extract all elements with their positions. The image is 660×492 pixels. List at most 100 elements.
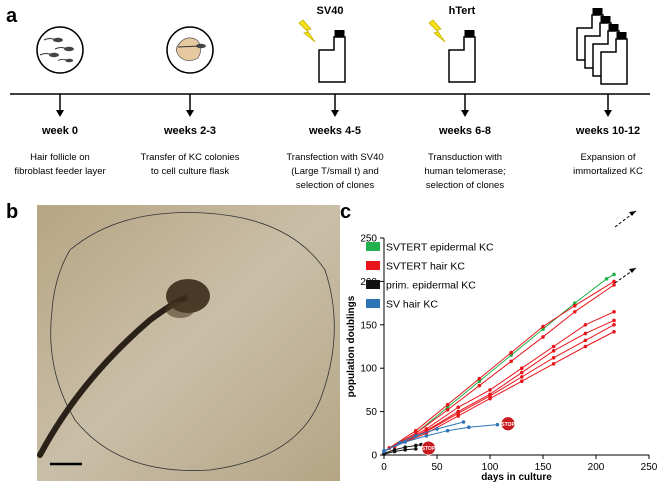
legend-label: SV hair KC	[386, 299, 438, 311]
arrow-head	[461, 110, 469, 117]
data-point	[541, 335, 545, 339]
data-point	[551, 349, 556, 353]
data-point	[488, 396, 492, 401]
data-point	[403, 445, 408, 449]
data-point	[612, 329, 616, 334]
data-point	[445, 408, 450, 412]
x-tick-label: 50	[431, 462, 443, 473]
x-tick-label: 200	[588, 462, 605, 473]
step-description: to cell culture flask	[151, 166, 229, 177]
data-point	[573, 309, 577, 314]
x-tick-label: 250	[641, 462, 658, 473]
step-week: weeks 4-5	[308, 125, 361, 137]
data-point	[477, 376, 482, 381]
step-week: week 0	[41, 125, 78, 137]
agent-label: SV40	[317, 5, 344, 17]
arrow-head	[629, 268, 636, 273]
y-tick-label: 0	[371, 451, 377, 462]
hair-follicle-icon	[36, 26, 84, 74]
data-point	[509, 350, 513, 355]
data-point	[583, 338, 588, 343]
data-point	[612, 283, 616, 287]
data-point	[583, 344, 588, 349]
data-point	[456, 405, 461, 410]
step-description: Transfer of KC colonies	[141, 152, 240, 163]
data-point	[445, 428, 450, 433]
stop-label: STOP	[422, 446, 436, 452]
step-description: Transfection with SV40	[286, 152, 383, 163]
data-point	[488, 388, 492, 392]
series-line	[389, 280, 615, 449]
flask-stack-icon	[576, 7, 628, 85]
step-description: selection of clones	[296, 180, 374, 191]
data-point	[414, 434, 418, 438]
data-point	[477, 379, 482, 384]
data-point	[551, 344, 556, 349]
data-point	[398, 441, 402, 445]
y-tick-label: 50	[366, 407, 378, 418]
step-description: (Large T/small t) and	[291, 166, 378, 177]
step-description: fibroblast feeder layer	[14, 166, 105, 177]
data-point	[414, 447, 418, 451]
data-point	[612, 309, 616, 314]
stop-label: STOP	[501, 422, 515, 428]
hair-bulb-shadow	[166, 302, 194, 318]
step-description: selection of clones	[426, 180, 504, 191]
y-tick-label: 250	[360, 234, 377, 245]
data-point	[456, 411, 461, 416]
panel-label: c	[340, 201, 351, 223]
panel-b: b	[6, 201, 340, 481]
data-point	[541, 324, 545, 329]
legend-label: SVTERT hair KC	[386, 261, 465, 273]
series-line	[383, 424, 498, 452]
legend-label: prim. epidermal KC	[386, 280, 476, 292]
y-tick-label: 100	[360, 364, 377, 375]
data-point	[551, 355, 556, 360]
sv40-bolt	[298, 19, 316, 43]
data-point	[612, 272, 616, 277]
series-line	[394, 324, 615, 447]
data-point	[604, 276, 609, 281]
data-point	[382, 449, 386, 454]
data-point	[520, 379, 524, 384]
data-point	[573, 301, 577, 305]
x-tick-label: 100	[482, 462, 499, 473]
arrow-head	[186, 110, 194, 117]
arrow-head	[604, 110, 612, 117]
legend-swatch	[366, 242, 380, 251]
x-tick-label: 0	[381, 462, 387, 473]
panel-label: b	[6, 201, 18, 223]
colony-outline	[50, 212, 335, 471]
data-point	[612, 279, 616, 284]
data-point	[509, 359, 513, 364]
data-point	[573, 303, 577, 308]
colony-icon	[166, 26, 214, 74]
data-point	[414, 428, 418, 433]
data-point	[467, 425, 471, 430]
agent-label: hTert	[449, 5, 476, 17]
data-point	[583, 323, 588, 327]
step-week: weeks 2-3	[163, 125, 216, 137]
stop-sign	[500, 416, 516, 432]
data-point	[612, 323, 616, 327]
y-tick-label: 150	[360, 320, 377, 331]
series-line	[394, 320, 615, 447]
flask-icon	[448, 29, 476, 83]
arrow-head	[331, 110, 339, 117]
x-axis-label: days in culture	[481, 472, 552, 483]
panel-c: c 050100150200250050100150200250days in …	[340, 201, 658, 483]
data-point	[445, 405, 450, 410]
step-week: weeks 10-12	[575, 125, 640, 137]
x-tick-label: 150	[535, 462, 552, 473]
data-point	[392, 449, 397, 454]
data-point	[612, 318, 616, 323]
htert-bolt	[428, 19, 446, 43]
step-description: Expansion of	[581, 152, 636, 163]
data-point	[551, 362, 556, 366]
data-point	[488, 394, 492, 398]
data-point	[583, 331, 588, 336]
legend-swatch	[366, 299, 380, 308]
data-point	[477, 383, 482, 388]
data-point	[541, 327, 545, 331]
